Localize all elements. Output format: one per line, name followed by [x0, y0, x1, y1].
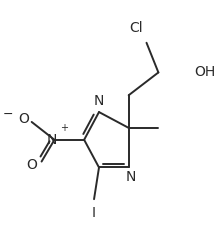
Text: −: − [2, 108, 13, 121]
Text: Cl: Cl [129, 21, 143, 35]
Text: +: + [60, 123, 68, 133]
Text: N: N [94, 94, 104, 108]
Text: O: O [27, 157, 38, 172]
Text: N: N [47, 133, 57, 147]
Text: N: N [125, 170, 136, 184]
Text: OH: OH [194, 66, 215, 79]
Text: O: O [18, 112, 29, 126]
Text: I: I [92, 206, 96, 220]
